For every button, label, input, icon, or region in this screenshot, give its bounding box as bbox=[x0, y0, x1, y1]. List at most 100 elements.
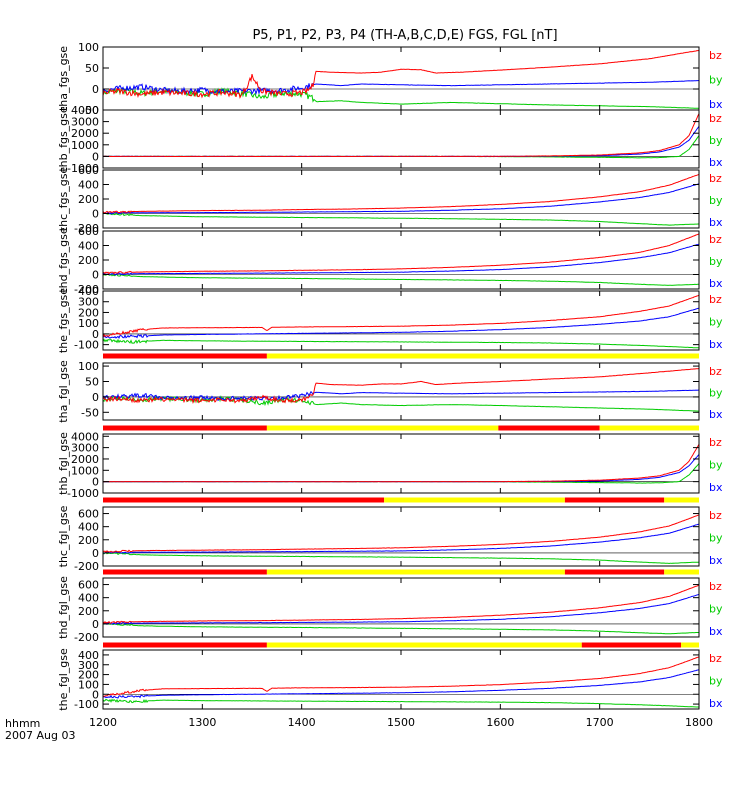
series-bz-line bbox=[103, 368, 699, 405]
mode-bar-segment bbox=[103, 569, 267, 575]
series-bz-line bbox=[103, 443, 699, 483]
x-axis-label-date: 2007 Aug 03 bbox=[5, 729, 75, 742]
legend-by: by bbox=[709, 255, 723, 268]
series-bx-line bbox=[103, 523, 699, 554]
y-tick-label: 0 bbox=[92, 328, 99, 341]
legend-bx: bx bbox=[709, 277, 723, 290]
mode-bar-segment bbox=[599, 425, 699, 431]
mode-bar-segment bbox=[581, 642, 682, 648]
y-tick-label: -200 bbox=[74, 222, 99, 235]
mode-bar-segment bbox=[664, 569, 699, 575]
panel-tha_fgs_gse: 100 50 0 -50 tha_fgs_gse bz by bx bbox=[57, 41, 723, 117]
y-tick-label: 1000 bbox=[71, 139, 99, 152]
y-axis-label: the_fgl_gse bbox=[57, 648, 70, 711]
mode-bar-segment bbox=[103, 497, 385, 503]
legend-bx: bx bbox=[709, 625, 723, 638]
panel-frame bbox=[102, 46, 700, 111]
y-tick-label: 300 bbox=[78, 296, 99, 309]
panel-frame bbox=[102, 109, 700, 169]
series-bx-line bbox=[103, 307, 699, 340]
legend-by: by bbox=[709, 134, 723, 147]
y-tick-label: -200 bbox=[74, 283, 99, 296]
y-tick-label: 400 bbox=[78, 285, 99, 298]
legend-bz: bz bbox=[709, 49, 722, 62]
mode-bar-segment bbox=[664, 497, 699, 503]
y-tick-label: -1000 bbox=[67, 162, 99, 175]
legend-bz: bz bbox=[709, 580, 722, 593]
x-tick-label: 1700 bbox=[586, 716, 614, 729]
legend-by: by bbox=[709, 675, 723, 688]
y-tick-label: 100 bbox=[78, 317, 99, 330]
y-tick-label: -200 bbox=[74, 560, 99, 573]
y-tick-label: 3000 bbox=[71, 442, 99, 455]
y-tick-label: 0 bbox=[92, 83, 99, 96]
mode-bar-segment bbox=[564, 569, 665, 575]
y-tick-label: -100 bbox=[74, 339, 99, 352]
y-tick-label: 200 bbox=[78, 534, 99, 547]
y-tick-label: 0 bbox=[92, 547, 99, 560]
series-by-line bbox=[103, 212, 699, 226]
panel-frame bbox=[102, 433, 700, 494]
chart-title: P5, P1, P2, P3, P4 (TH-A,B,C,D,E) FGS, F… bbox=[252, 28, 557, 43]
y-tick-label: 0 bbox=[92, 688, 99, 701]
y-tick-label: 200 bbox=[78, 605, 99, 618]
legend-by: by bbox=[709, 316, 723, 329]
series-bx-line bbox=[103, 183, 699, 215]
y-tick-label: 400 bbox=[78, 521, 99, 534]
legend-by: by bbox=[709, 603, 723, 616]
mode-bar-segment bbox=[266, 425, 499, 431]
y-tick-label: 300 bbox=[78, 659, 99, 672]
series-bz-line bbox=[103, 113, 699, 158]
y-tick-label: 0 bbox=[92, 476, 99, 489]
y-axis-label: thc_fgs_gse bbox=[57, 167, 70, 232]
legend-bz: bz bbox=[709, 172, 722, 185]
x-axis-label-hhmm: hhmm bbox=[5, 717, 40, 730]
y-tick-label: 0 bbox=[92, 208, 99, 221]
legend-bx: bx bbox=[709, 554, 723, 567]
legend-bz: bz bbox=[709, 652, 722, 665]
mode-bar-segment bbox=[564, 497, 665, 503]
y-tick-label: 600 bbox=[78, 508, 99, 521]
series-bz-line bbox=[103, 233, 699, 275]
series-bz-line bbox=[103, 173, 699, 214]
series-bz-line bbox=[103, 294, 699, 338]
series-by-line bbox=[103, 623, 699, 635]
legend-bx: bx bbox=[709, 481, 723, 494]
y-tick-label: 100 bbox=[78, 678, 99, 691]
legend-bx: bx bbox=[709, 697, 723, 710]
mode-bar-segment bbox=[681, 642, 699, 648]
series-bz-line bbox=[103, 584, 699, 624]
y-tick-label: 2000 bbox=[71, 127, 99, 140]
y-tick-label: 0 bbox=[92, 150, 99, 163]
y-tick-label: 400 bbox=[78, 592, 99, 605]
y-tick-label: 0 bbox=[92, 269, 99, 282]
legend-bx: bx bbox=[709, 408, 723, 421]
y-axis-label: thd_fgs_gse bbox=[57, 227, 70, 293]
series-bx-line bbox=[103, 669, 699, 699]
time-axis: 1200 1300 1400 1500 1600 1700 1800 bbox=[89, 716, 713, 729]
series-by-line bbox=[103, 338, 699, 349]
y-tick-label: -50 bbox=[81, 104, 99, 117]
x-tick-label: 1300 bbox=[188, 716, 216, 729]
y-tick-label: 400 bbox=[78, 649, 99, 662]
series-bz-line bbox=[103, 514, 699, 553]
series-bx-line bbox=[103, 454, 699, 483]
legend-bz: bz bbox=[709, 233, 722, 246]
y-tick-label: 100 bbox=[78, 41, 99, 54]
y-tick-label: 100 bbox=[78, 360, 99, 373]
mode-bar-segment bbox=[498, 425, 600, 431]
legend-by: by bbox=[709, 387, 723, 400]
series-bx-line bbox=[103, 243, 699, 276]
y-axis-label: thb_fgs_gse bbox=[57, 106, 70, 172]
panel-frame bbox=[102, 230, 700, 290]
y-tick-label: 50 bbox=[85, 375, 99, 388]
x-tick-label: 1800 bbox=[685, 716, 713, 729]
panel-frame bbox=[102, 169, 700, 229]
legend-bz: bz bbox=[709, 293, 722, 306]
